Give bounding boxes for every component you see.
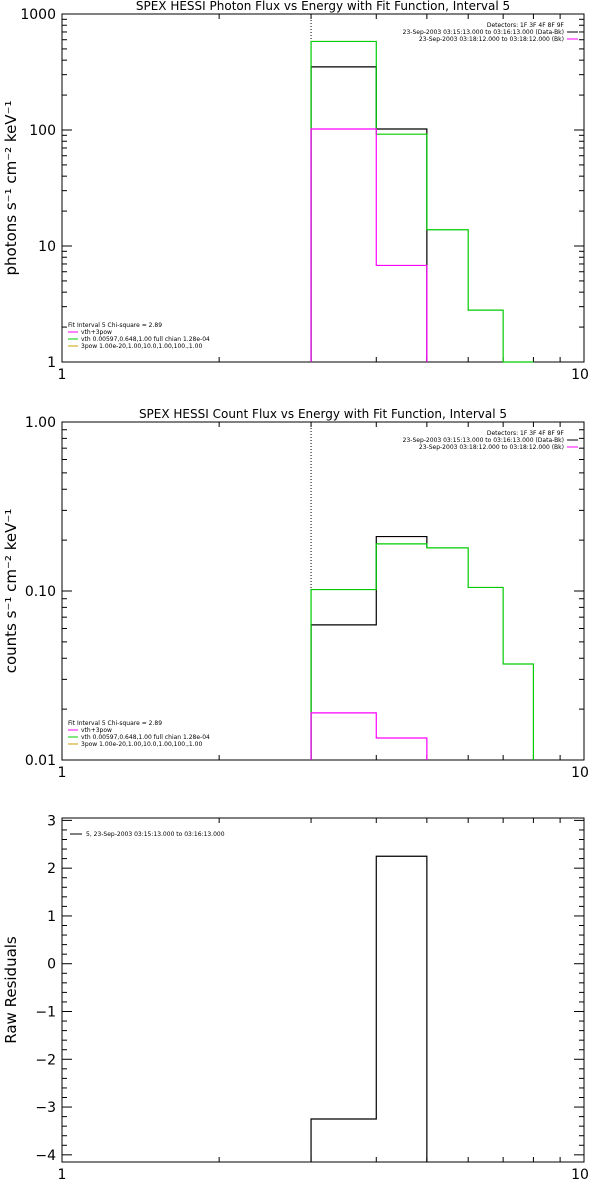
x-tick-label: 1 <box>58 367 67 383</box>
legend-top-line: Detectors: 1F 3F 4F 8F 9F <box>487 22 565 29</box>
chart-title: SPEX HESSI Photon Flux vs Energy with Fi… <box>136 0 510 13</box>
y-tick-label: 3 <box>47 813 56 829</box>
x-tick-label: 10 <box>571 1167 589 1183</box>
series-step-3 <box>310 128 428 362</box>
x-tick-label: 10 <box>571 367 589 383</box>
legend-top-line: 23-Sep-2003 03:15:13.000 to 03:16:13.000… <box>403 437 564 444</box>
y-tick-label: 1 <box>47 909 56 925</box>
series-step-1 <box>310 66 428 362</box>
legend-bottom-line: Fit Interval 5 Chi-square = 2.89 <box>68 720 162 727</box>
legend-bottom-line: 3pow 1.00e-20,1.00,10.0,1.00,100.,1.00 <box>81 741 202 748</box>
plot-frame <box>61 13 585 363</box>
legend-bottom-line: vth 0.00597,0.648,1.00 full chian 1.28e-… <box>81 336 210 343</box>
series-step-1 <box>310 855 428 1162</box>
legend-top-line: 23-Sep-2003 03:15:13.000 to 03:16:13.000… <box>403 29 564 36</box>
legend-top-line: 23-Sep-2003 03:18:12.000 to 03:18:12.000… <box>419 444 564 451</box>
plot-frame <box>61 421 585 761</box>
y-tick-label: 1.00 <box>25 415 56 431</box>
legend-top-line: Detectors: 1F 3F 4F 8F 9F <box>487 430 565 437</box>
series-step-1 <box>310 535 428 760</box>
y-tick-label: 0.01 <box>25 753 56 769</box>
chart-panel-3: Raw Residuals 1 10 −4 −3 −2 −1 0 1 2 3 5, 23-Sep-20… <box>2 813 589 1183</box>
legend-bottom-line: vth+3pow <box>81 329 112 336</box>
y-tick-label: 1000 <box>20 7 56 23</box>
y-tick-label: −1 <box>35 1005 56 1021</box>
y-axis-label: counts s⁻¹ cm⁻² keV⁻¹ <box>2 509 20 674</box>
y-tick-label: 0.10 <box>25 584 56 600</box>
y-tick-label: −4 <box>35 1148 56 1164</box>
x-tick-label: 1 <box>58 765 67 781</box>
series-step-2 <box>310 40 534 363</box>
chart-title: SPEX HESSI Count Flux vs Energy with Fit… <box>139 407 507 421</box>
y-tick-label: −2 <box>35 1052 56 1068</box>
y-tick-label: 1 <box>47 355 56 371</box>
x-tick-label: 1 <box>58 1167 67 1183</box>
legend-bottom-line: 3pow 1.00e-20,1.00,10.0,1.00,100.,1.00 <box>81 343 202 350</box>
chart-panel-2: SPEX HESSI Count Flux vs Energy with Fit… <box>2 407 589 781</box>
y-tick-label: −3 <box>35 1100 56 1116</box>
y-tick-label: 2 <box>47 861 56 877</box>
chart-panel-1: SPEX HESSI Photon Flux vs Energy with Fi… <box>2 0 589 383</box>
series-step-3 <box>310 712 428 760</box>
x-tick-label: 10 <box>571 765 589 781</box>
y-tick-label: 0 <box>47 957 56 973</box>
plot-frame <box>61 817 585 1163</box>
legend-bottom-line: Fit Interval 5 Chi-square = 2.89 <box>68 322 162 329</box>
y-axis-label: Raw Residuals <box>2 936 20 1044</box>
y-tick-label: 100 <box>29 123 56 139</box>
series-step-2 <box>310 543 535 760</box>
legend-bottom-line: vth 0.00597,0.648,1.00 full chian 1.28e-… <box>81 734 210 741</box>
y-axis-label: photons s⁻¹ cm⁻² keV⁻¹ <box>2 101 20 276</box>
y-tick-label: 10 <box>38 239 56 255</box>
legend-top-line: 23-Sep-2003 03:18:12.000 to 03:18:12.000… <box>419 36 564 43</box>
legend-top-line: 5, 23-Sep-2003 03:15:13.000 to 03:16:13.… <box>86 831 225 838</box>
legend-bottom-line: vth+3pow <box>81 727 112 734</box>
